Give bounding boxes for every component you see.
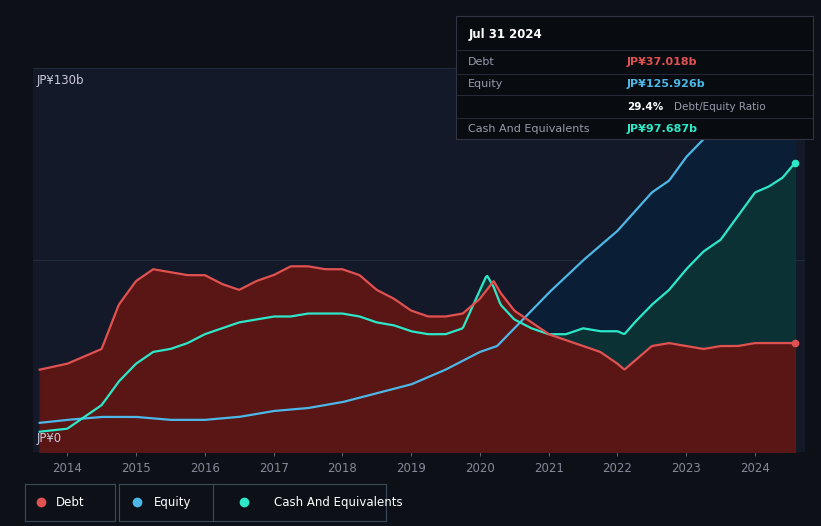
Text: Equity: Equity — [154, 496, 191, 509]
Text: JP¥97.687b: JP¥97.687b — [627, 124, 698, 134]
Text: Debt/Equity Ratio: Debt/Equity Ratio — [673, 102, 765, 112]
Text: Debt: Debt — [57, 496, 85, 509]
Text: JP¥0: JP¥0 — [37, 432, 62, 444]
Text: JP¥130b: JP¥130b — [37, 74, 85, 87]
Text: JP¥125.926b: JP¥125.926b — [627, 79, 706, 89]
Text: JP¥37.018b: JP¥37.018b — [627, 57, 698, 67]
Text: Cash And Equivalents: Cash And Equivalents — [274, 496, 402, 509]
Text: Cash And Equivalents: Cash And Equivalents — [468, 124, 589, 134]
Text: Jul 31 2024: Jul 31 2024 — [468, 28, 542, 41]
Text: Equity: Equity — [468, 79, 503, 89]
Text: Debt: Debt — [468, 57, 495, 67]
Text: 29.4%: 29.4% — [627, 102, 663, 112]
